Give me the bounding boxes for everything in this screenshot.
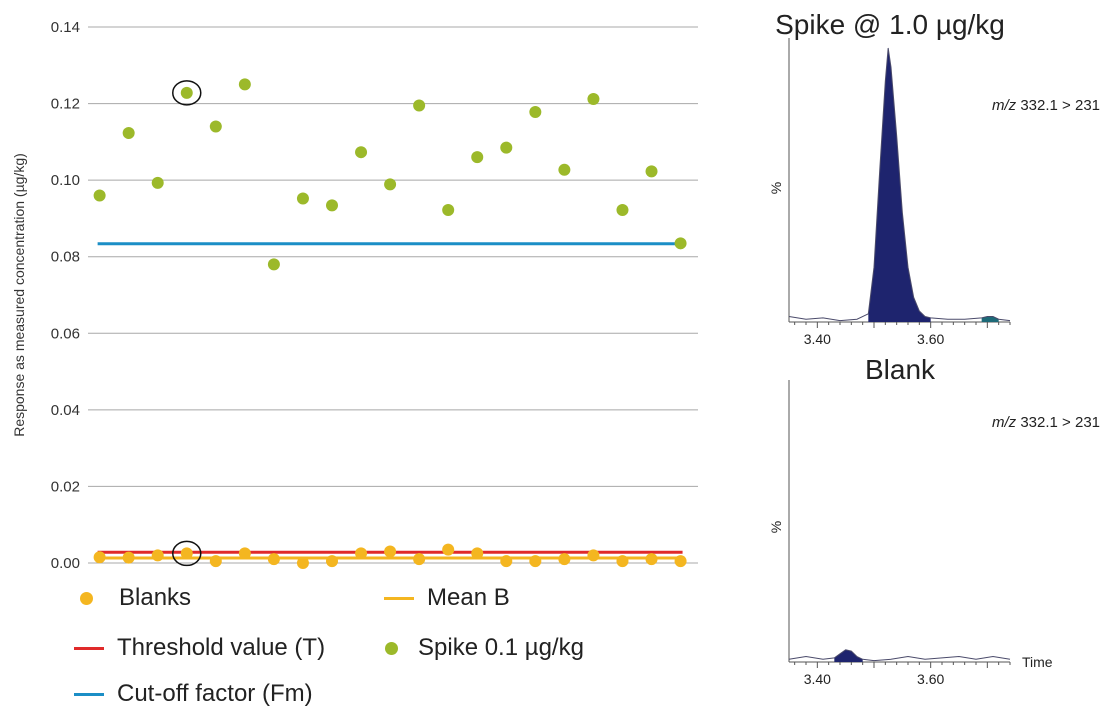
- chromatogram-trace: [788, 649, 1011, 662]
- data-point-spike: [296, 192, 309, 205]
- legend-item-blanks: Blanks: [74, 584, 191, 612]
- data-point-blanks: [326, 555, 338, 568]
- legend: Blanks Mean B Threshold value (T) Spike …: [74, 580, 734, 710]
- threshold-line-icon: [74, 646, 104, 650]
- data-point-blanks: [413, 553, 426, 566]
- x-tick-label: 3.60: [917, 331, 944, 347]
- percent-axis-label: %: [768, 521, 784, 533]
- x-tick-label: 3.60: [917, 671, 944, 685]
- x-tick-label: 3.40: [804, 331, 831, 347]
- data-point-blanks: [529, 555, 542, 568]
- legend-item-mean-b: Mean B: [384, 584, 510, 612]
- legend-item-cutoff: Cut-off factor (Fm): [74, 680, 313, 708]
- chromatogram-trace: [788, 47, 1011, 322]
- y-tick-label: 0.00: [51, 555, 80, 572]
- y-tick-label: 0.02: [51, 478, 80, 495]
- data-point-spike: [413, 99, 426, 112]
- data-point-spike: [529, 105, 542, 118]
- data-point-spike: [558, 163, 571, 176]
- data-point-spike: [267, 258, 280, 271]
- highlight-circle: [172, 80, 202, 106]
- data-point-blanks: [209, 555, 222, 568]
- y-tick-label: 0.06: [51, 325, 80, 342]
- data-point-spike: [326, 199, 338, 212]
- scatter-chart: 0.00 0.02 0.04 0.06 0.08 0.10 0.12 0.14 Response…: [11, 19, 698, 572]
- data-point-spike: [355, 146, 368, 159]
- data-point-spike: [384, 178, 397, 191]
- transition-annotation: m/z 332.1 > 231: [992, 414, 1100, 431]
- x-tick-label: 3.40: [804, 671, 831, 685]
- legend-item-threshold: Threshold value (T): [74, 634, 325, 662]
- cutoff-line-icon: [74, 692, 104, 696]
- data-point-blanks: [558, 553, 571, 566]
- y-tick-label: 0.04: [51, 402, 80, 419]
- highlight-circle: [172, 540, 202, 567]
- data-point-spike: [238, 78, 251, 91]
- data-point-spike: [674, 237, 687, 250]
- legend-cutoff-label: Cut-off factor (Fm): [117, 680, 313, 707]
- data-point-blanks: [442, 543, 455, 556]
- data-point-blanks: [384, 545, 397, 558]
- data-point-blanks: [674, 555, 687, 568]
- data-point-spike: [587, 92, 600, 105]
- data-point-blanks: [616, 555, 629, 568]
- data-point-blanks: [355, 547, 368, 560]
- y-tick-label: 0.12: [51, 96, 80, 113]
- data-point-spike: [471, 151, 484, 164]
- blank-chromatogram: Blank m/z 332.1 > 231% 3.40 3.60 Time: [768, 355, 1100, 685]
- data-point-spike: [151, 176, 164, 189]
- data-point-blanks: [296, 557, 309, 569]
- data-point-spike: [442, 204, 455, 217]
- spike-marker-icon: [385, 641, 398, 655]
- percent-axis-label: %: [768, 182, 784, 194]
- chromatogram-title: Blank: [865, 355, 936, 385]
- legend-threshold-label: Threshold value (T): [117, 634, 326, 661]
- data-point-spike: [500, 141, 513, 154]
- data-point-blanks: [93, 551, 106, 564]
- data-point-blanks: [180, 547, 193, 560]
- y-tick-label: 0.10: [51, 172, 80, 189]
- data-point-spike: [93, 189, 106, 202]
- data-point-blanks: [238, 547, 251, 560]
- data-point-blanks: [151, 549, 164, 562]
- data-point-blanks: [500, 555, 513, 568]
- chromatogram-title: Spike @ 1.0 µg/kg: [775, 9, 1005, 40]
- y-axis-label: Response as measured concentration (µg/k…: [11, 153, 27, 437]
- legend-spike-label: Spike 0.1 µg/kg: [418, 634, 584, 661]
- data-point-blanks: [122, 551, 135, 564]
- y-tick-label: 0.08: [51, 249, 80, 266]
- data-point-spike: [645, 165, 658, 178]
- peak-area: [834, 649, 863, 662]
- data-point-blanks: [267, 553, 280, 566]
- mean-b-line-icon: [384, 596, 414, 600]
- data-point-blanks: [645, 553, 658, 566]
- data-point-blanks: [587, 549, 600, 562]
- transition-annotation: m/z 332.1 > 231: [992, 97, 1100, 114]
- x-axis-label: Time: [1022, 654, 1053, 670]
- y-tick-label: 0.14: [51, 19, 80, 36]
- peak-area: [868, 48, 931, 322]
- spike-chromatogram: Spike @ 1.0 µg/kg m/z 332.1 > 231% 3.40 3.6…: [768, 9, 1100, 347]
- data-point-spike: [209, 120, 222, 133]
- legend-mean-b-label: Mean B: [427, 584, 510, 611]
- data-point-spike: [180, 86, 193, 99]
- blanks-marker-icon: [80, 591, 93, 605]
- legend-item-spike: Spike 0.1 µg/kg: [379, 634, 584, 662]
- minor-peak-area: [981, 316, 999, 322]
- data-point-spike: [616, 204, 629, 217]
- data-point-spike: [122, 127, 135, 140]
- data-point-blanks: [471, 547, 484, 560]
- legend-blanks-label: Blanks: [119, 584, 192, 611]
